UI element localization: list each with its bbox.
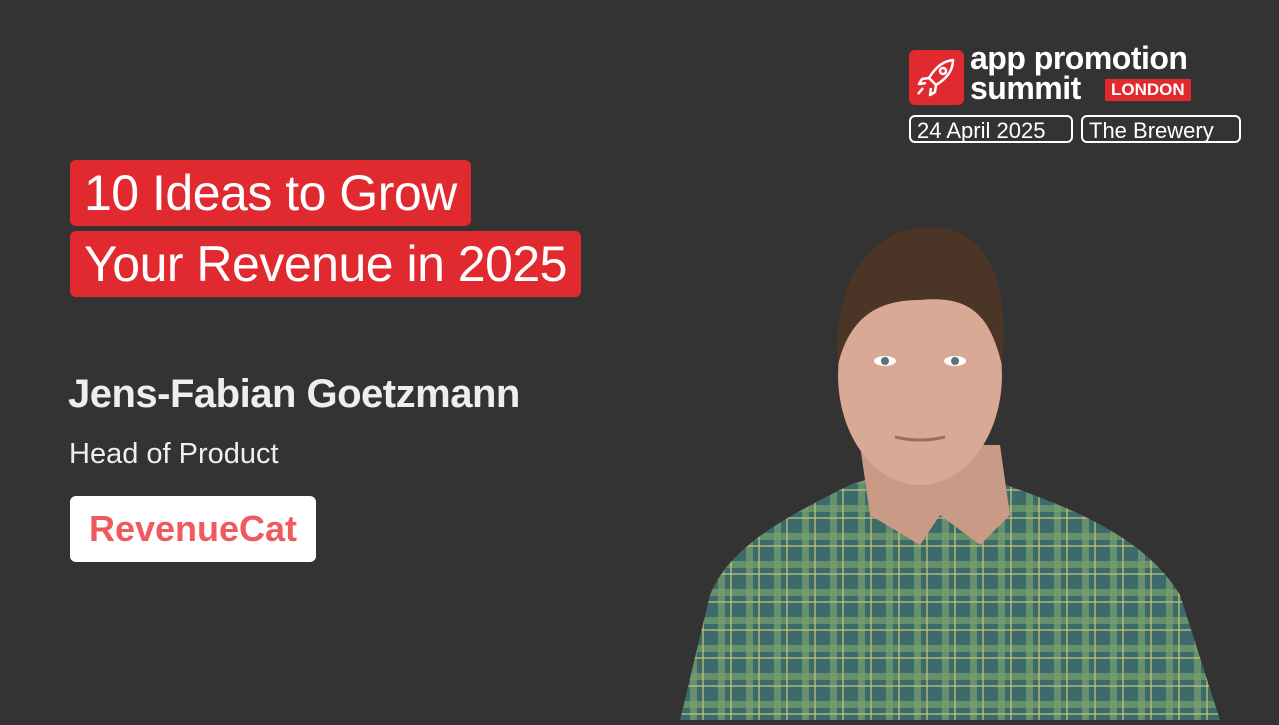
talk-title-line1: 10 Ideas to Grow [70, 160, 471, 226]
speaker-role: Head of Product [69, 438, 279, 470]
venue-pill: The Brewery [1081, 115, 1241, 143]
speaker-name: Jens-Fabian Goetzmann [68, 372, 520, 416]
city-badge: LONDON [1105, 79, 1191, 101]
rocket-icon [909, 50, 964, 105]
logo-line1: app promotion [970, 40, 1188, 76]
date-pill: 24 April 2025 [909, 115, 1073, 143]
speaker-photo [680, 215, 1240, 725]
company-logo: RevenueCat [70, 496, 316, 562]
talk-title-line2: Your Revenue in 2025 [70, 231, 581, 297]
logo-line2: summit [970, 70, 1081, 106]
